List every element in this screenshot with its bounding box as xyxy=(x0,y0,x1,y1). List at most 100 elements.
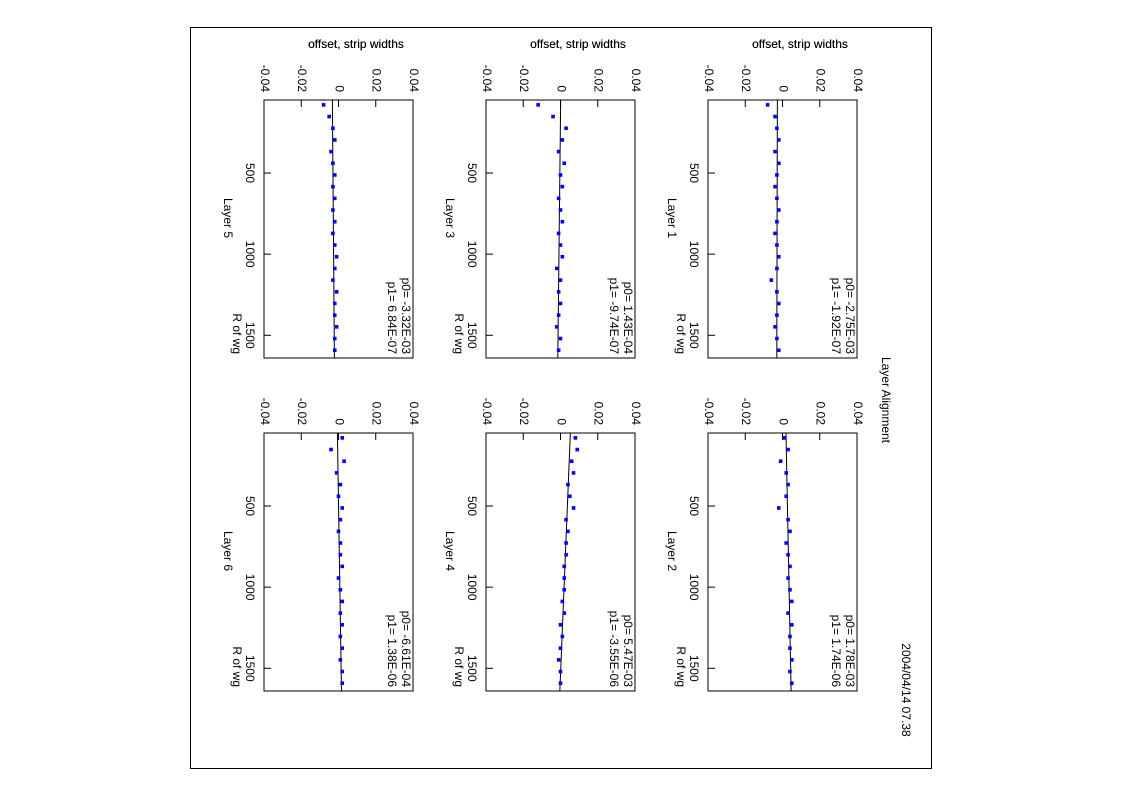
x-tick-label: 1500 xyxy=(465,322,479,349)
y-axis-title: offset, strip widths xyxy=(752,37,848,51)
y-tick-label: 0.04 xyxy=(629,69,643,93)
x-axis-title: R of wg xyxy=(230,646,244,687)
y-tick-label: -0.04 xyxy=(702,398,716,426)
data-point xyxy=(775,289,779,294)
data-point xyxy=(340,564,345,569)
data-point xyxy=(776,254,781,259)
data-point xyxy=(773,114,777,119)
x-tick-label: 500 xyxy=(465,163,479,183)
fit-line xyxy=(557,99,562,359)
data-point xyxy=(562,611,567,615)
data-point xyxy=(788,529,792,534)
data-point xyxy=(340,622,345,627)
data-point xyxy=(558,301,563,306)
data-point xyxy=(334,254,339,259)
x-tick-label: 500 xyxy=(465,496,479,516)
data-point xyxy=(788,646,792,650)
panel: -0.04 -0.02 0 0.02 0.04 500 1000 1500 Layer 4 R o… xyxy=(443,398,643,692)
data-point xyxy=(776,138,781,142)
data-point xyxy=(556,196,561,201)
data-point xyxy=(571,471,576,475)
data-point xyxy=(560,254,565,259)
page-frame xyxy=(190,27,932,769)
data-point xyxy=(554,266,559,271)
x-tick-label: 1000 xyxy=(687,574,701,601)
data-point xyxy=(340,646,345,650)
x-tick-label: 1000 xyxy=(243,241,257,268)
data-point xyxy=(334,289,339,294)
data-point xyxy=(786,482,790,487)
panel: -0.04 -0.02 0 0.02 0.04 500 1000 1500 Layer 6 R o… xyxy=(221,398,421,692)
data-point xyxy=(329,447,333,452)
y-tick-label: -0.02 xyxy=(739,398,753,426)
panel: -0.04 -0.02 0 0.02 0.04 500 1000 1500 Layer 5 R o… xyxy=(221,65,421,359)
data-point xyxy=(784,471,789,475)
data-point xyxy=(332,336,337,341)
data-point xyxy=(573,436,578,440)
data-point xyxy=(790,622,794,627)
data-point xyxy=(331,231,335,236)
data-point xyxy=(336,576,341,580)
data-point xyxy=(551,114,555,119)
fit-label: p0= -2.75E-03 xyxy=(843,278,857,355)
data-point xyxy=(558,622,563,627)
data-point xyxy=(788,587,792,592)
x-tick-label: 500 xyxy=(243,163,257,183)
data-point xyxy=(334,471,339,475)
y-tick-label: 0.04 xyxy=(851,69,865,93)
data-point xyxy=(331,184,335,189)
data-point xyxy=(327,114,331,119)
y-tick-label: -0.02 xyxy=(739,65,753,93)
fit-label: p1= -3.55E-06 xyxy=(607,611,621,688)
data-point xyxy=(775,313,779,317)
data-point xyxy=(340,506,345,510)
data-point xyxy=(775,219,779,224)
fit-label: p1= -9.74E-07 xyxy=(607,278,621,355)
data-point xyxy=(786,611,790,615)
data-point xyxy=(338,587,343,592)
data-point xyxy=(338,517,343,522)
data-point xyxy=(568,494,572,499)
data-point xyxy=(786,447,790,452)
x-tick-label: 1000 xyxy=(687,241,701,268)
y-tick-label: 0 xyxy=(554,418,568,425)
y-tick-label: 0.02 xyxy=(370,402,384,426)
data-point xyxy=(562,576,567,580)
data-point xyxy=(560,219,565,224)
data-point xyxy=(332,348,337,353)
panel-title: Layer 1 xyxy=(665,198,679,238)
data-point xyxy=(562,161,567,166)
x-tick-label: 500 xyxy=(687,496,701,516)
data-point xyxy=(332,313,337,317)
data-point xyxy=(558,208,563,212)
data-point xyxy=(556,231,561,236)
panel-title: Layer 5 xyxy=(221,198,235,238)
y-tick-label: -0.02 xyxy=(517,65,531,93)
data-point xyxy=(560,634,565,639)
y-tick-label: -0.04 xyxy=(480,398,494,426)
data-point xyxy=(556,149,561,154)
fit-label: p0= 1.43E-04 xyxy=(621,282,635,355)
data-point xyxy=(788,634,792,639)
data-point xyxy=(564,126,568,131)
data-point xyxy=(775,266,779,271)
data-point xyxy=(558,646,563,650)
data-point xyxy=(340,436,345,440)
y-tick-label: 0 xyxy=(776,85,790,92)
x-tick-label: 1000 xyxy=(243,574,257,601)
data-point xyxy=(786,552,790,557)
data-point xyxy=(769,278,774,282)
data-point xyxy=(558,681,563,686)
data-point xyxy=(556,289,561,294)
data-point xyxy=(562,564,567,569)
x-tick-label: 500 xyxy=(687,163,701,183)
y-tick-label: -0.04 xyxy=(258,65,272,93)
data-point xyxy=(558,669,563,674)
data-point xyxy=(775,173,779,177)
data-point xyxy=(776,348,781,353)
y-tick-label: -0.04 xyxy=(480,65,494,93)
data-point xyxy=(575,447,580,452)
data-point xyxy=(536,103,540,107)
data-point xyxy=(784,494,789,499)
